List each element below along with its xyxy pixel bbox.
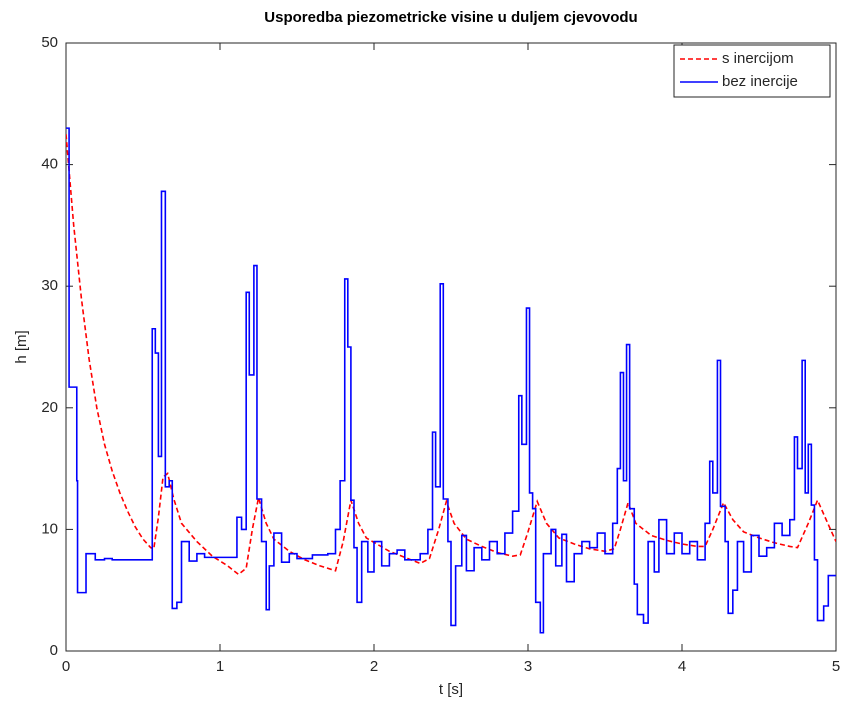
legend-label: s inercijom: [722, 50, 794, 67]
x-tick-label: 1: [216, 658, 224, 675]
x-tick-label: 0: [62, 658, 70, 675]
x-tick-label: 3: [524, 658, 532, 675]
line-series: [66, 134, 836, 576]
plot-frame: [65, 42, 837, 652]
line-series: [66, 127, 836, 634]
plot-area: [66, 127, 836, 634]
chart-title: Usporedba piezometricke visine u duljem …: [264, 9, 637, 26]
x-tick-label: 2: [370, 658, 378, 675]
y-tick-label: 40: [41, 156, 58, 173]
y-tick-label: 30: [41, 277, 58, 294]
x-axis-label: t [s]: [439, 681, 463, 698]
y-tick-label: 0: [50, 642, 58, 659]
x-tick-label: 4: [678, 658, 686, 675]
y-axis-label: h [m]: [13, 330, 30, 363]
y-tick-label: 10: [41, 520, 58, 537]
y-tick-label: 20: [41, 399, 58, 416]
legend-label: bez inercije: [722, 73, 798, 90]
x-tick-label: 5: [832, 658, 840, 675]
legend-box: [673, 44, 831, 98]
y-tick-label: 50: [41, 34, 58, 51]
